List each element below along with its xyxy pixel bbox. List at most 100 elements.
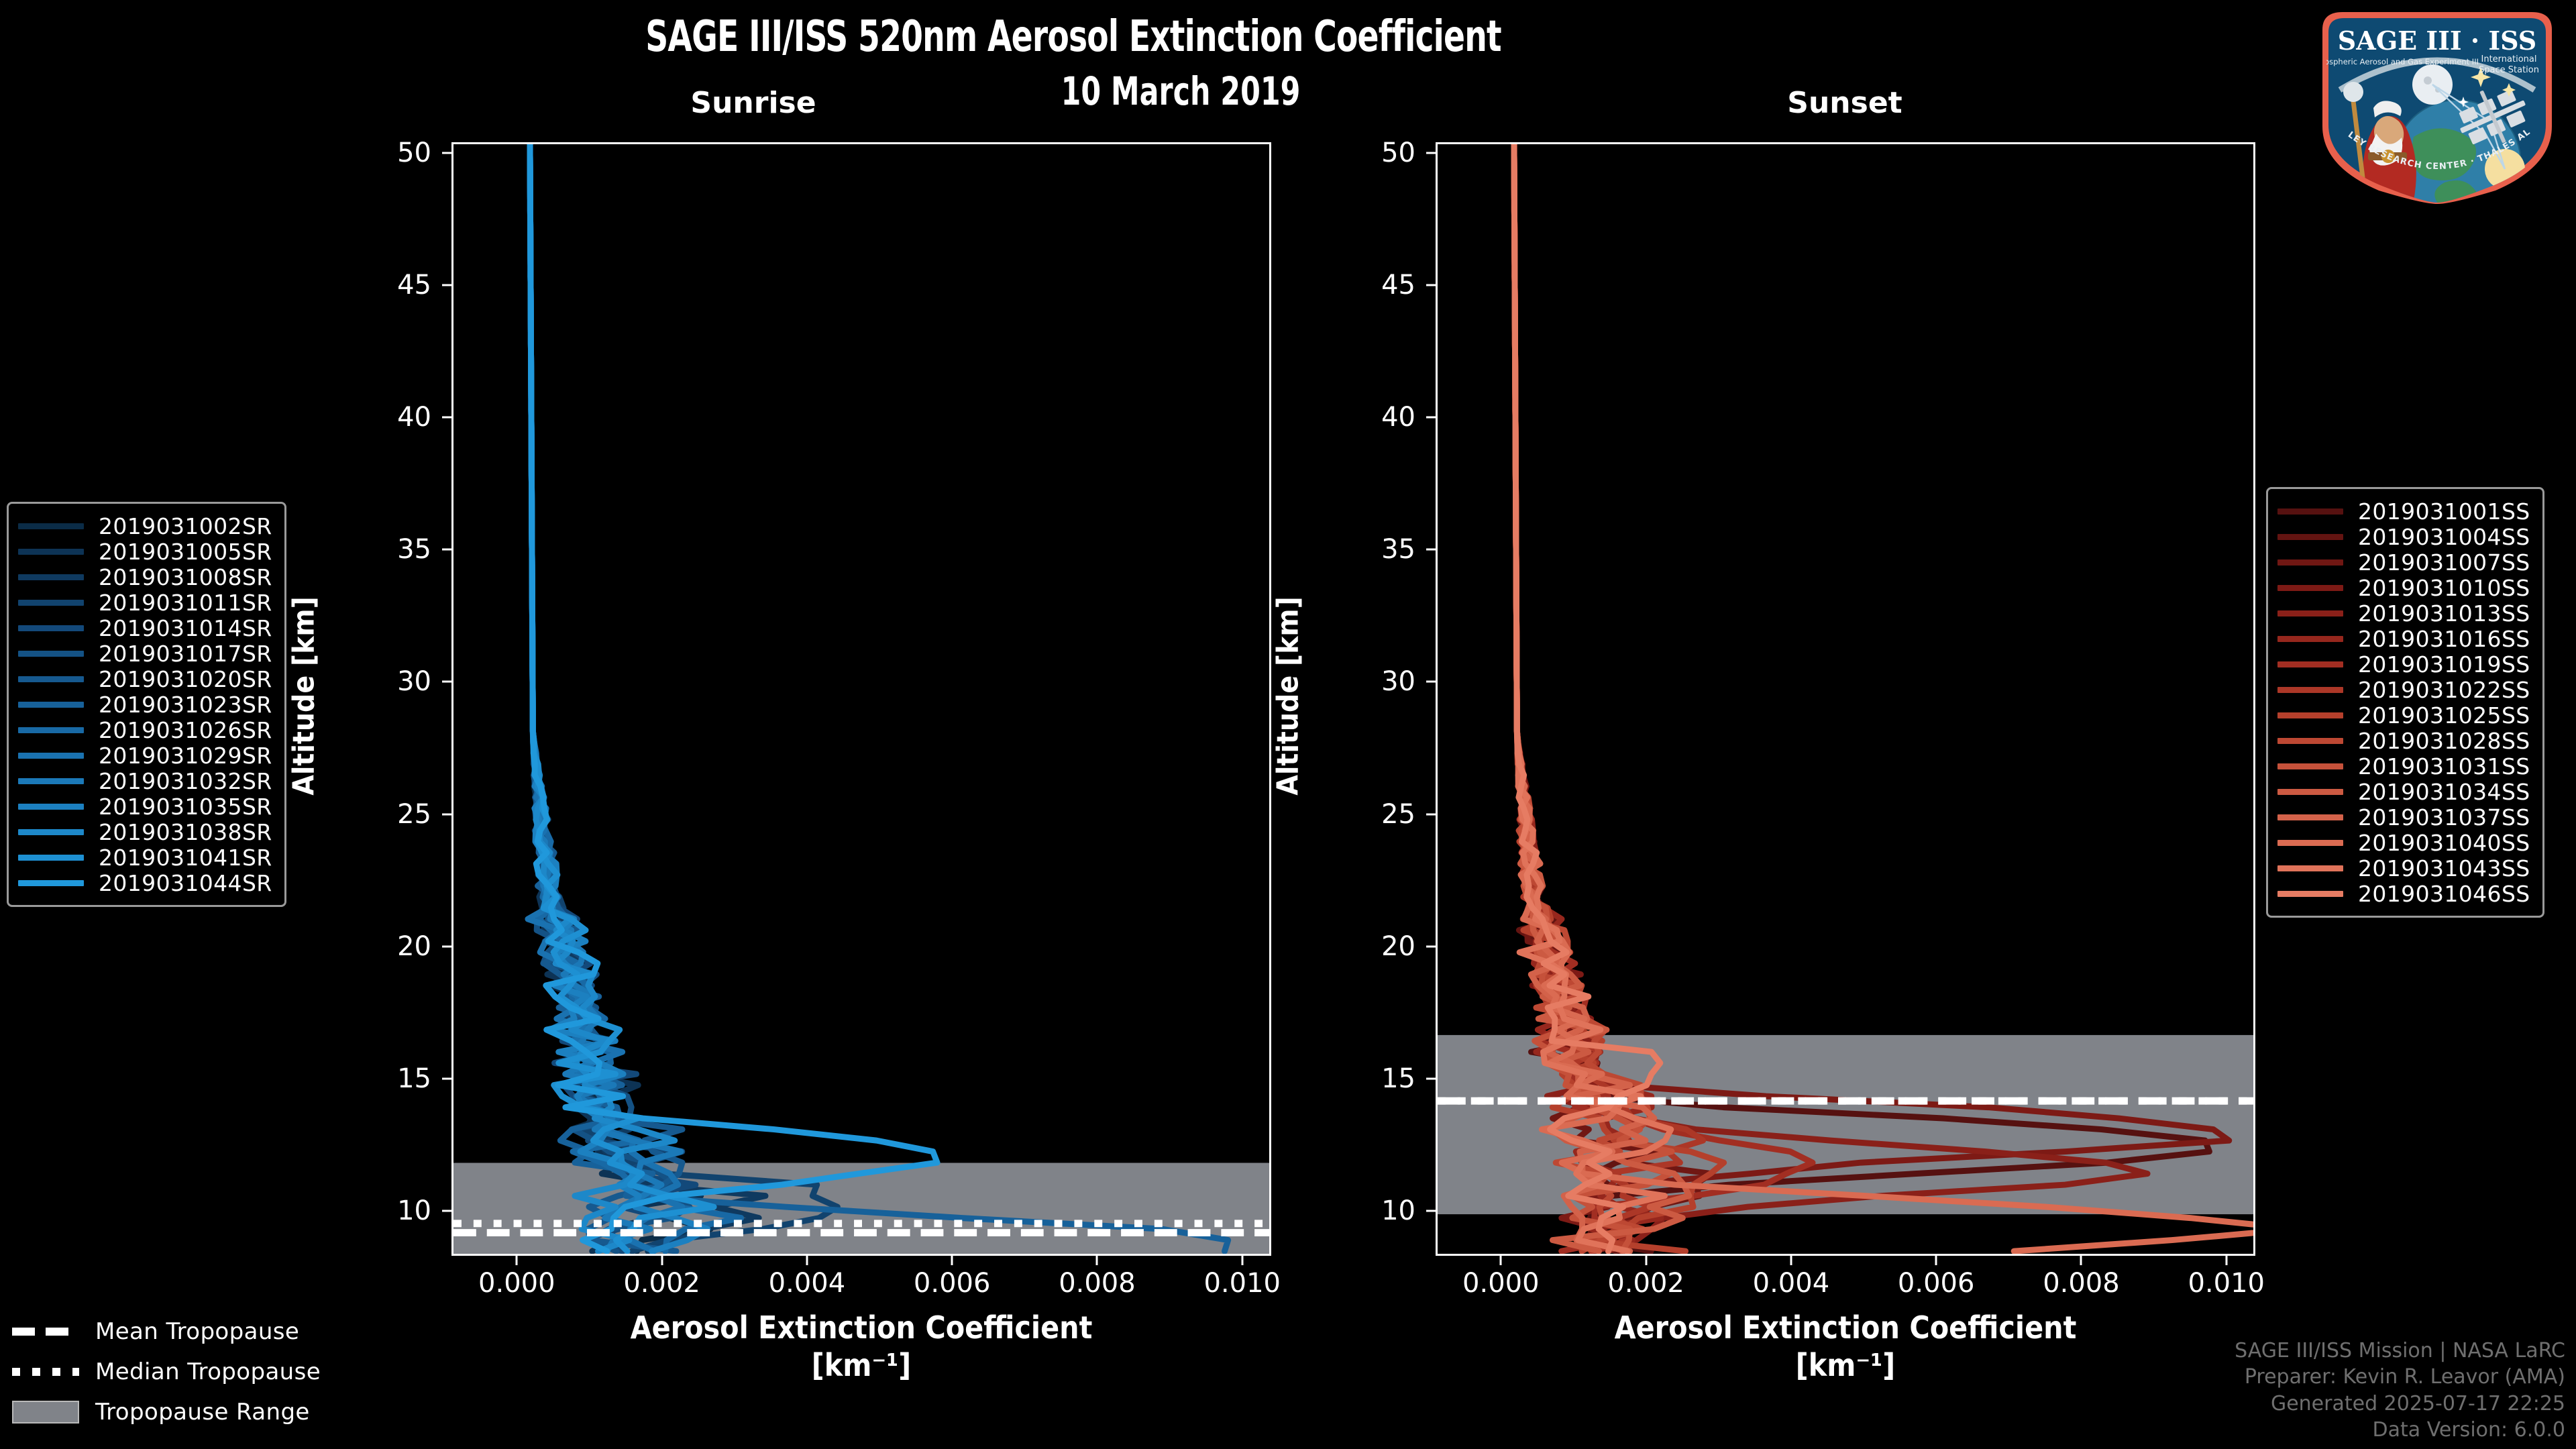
legend-item-label: 2019031025SS <box>2358 702 2530 729</box>
legend-item[interactable]: 2019031032SR <box>18 768 272 794</box>
legend-color-swatch <box>18 752 84 759</box>
legend-item[interactable]: 2019031010SS <box>2277 575 2530 601</box>
date-subtitle: 10 March 2019 <box>1061 68 1301 114</box>
legend-color-swatch <box>18 879 84 886</box>
legend-item[interactable]: 2019031035SR <box>18 793 272 820</box>
legend-item[interactable]: 2019031029SR <box>18 743 272 769</box>
y-tick-label-sunrise-30: 30 <box>397 666 431 698</box>
y-tick-mark-sunset-20 <box>1426 945 1436 948</box>
x-tick-label-sunrise-2: 0.004 <box>768 1268 846 1299</box>
x-tick-label-sunset-2: 0.004 <box>1752 1268 1830 1299</box>
legend-item[interactable]: 2019031008SR <box>18 564 272 590</box>
legend-item[interactable]: 2019031013SS <box>2277 600 2530 627</box>
y-tick-mark-sunset-45 <box>1426 284 1436 286</box>
legend-color-swatch <box>2277 839 2343 846</box>
credit-line: Generated 2025-07-17 22:25 <box>2270 1391 2565 1415</box>
legend-item[interactable]: 2019031046SS <box>2277 881 2530 907</box>
legend-item-label: 2019031038SR <box>99 818 272 845</box>
x-tick-label-sunset-1: 0.002 <box>1607 1268 1684 1299</box>
legend-item[interactable]: 2019031034SS <box>2277 779 2530 805</box>
legend-item-label: 2019031022SS <box>2358 676 2530 703</box>
y-tick-label-sunset-40: 40 <box>1381 402 1415 433</box>
x-tick-mark-sunrise-1 <box>661 1256 663 1265</box>
legend-item[interactable]: 2019031016SS <box>2277 625 2530 652</box>
legend-color-swatch <box>2277 610 2343 616</box>
legend-item[interactable]: 2019031011SR <box>18 589 272 616</box>
legend-color-swatch <box>18 625 84 631</box>
legend-item-label: 2019031011SR <box>99 589 272 616</box>
legend-item[interactable]: 2019031020SR <box>18 666 272 692</box>
credit-line: SAGE III/ISS Mission | NASA LaRC <box>2235 1338 2565 1362</box>
legend-item-label: 2019031028SS <box>2358 727 2530 754</box>
plot-area-sunset <box>1436 142 2255 1256</box>
mission-patch-icon: SAGE III · ISS Stratospheric Aerosol and… <box>2322 12 2552 204</box>
y-tick-mark-sunset-35 <box>1426 548 1436 551</box>
legend-color-swatch <box>2277 763 2343 769</box>
y-tick-mark-sunrise-40 <box>442 416 451 419</box>
x-tick-mark-sunset-3 <box>1935 1256 1937 1265</box>
tropopause-legend-item[interactable]: Mean Tropopause <box>12 1311 321 1352</box>
legend-item-label: 2019031016SS <box>2358 625 2530 652</box>
legend-color-swatch <box>2277 814 2343 820</box>
legend-color-swatch <box>18 777 84 784</box>
y-tick-label-sunset-25: 25 <box>1381 798 1415 830</box>
legend-item[interactable]: 2019031028SS <box>2277 727 2530 754</box>
legend-item[interactable]: 2019031040SS <box>2277 829 2530 856</box>
legend-item-label: 2019031035SR <box>99 793 272 820</box>
legend-item-label: 2019031001SS <box>2358 498 2530 525</box>
legend-item[interactable]: 2019031038SR <box>18 819 272 845</box>
legend-item[interactable]: 2019031037SS <box>2277 804 2530 830</box>
y-tick-mark-sunrise-45 <box>442 284 451 286</box>
tropopause-legend-item[interactable]: Tropopause Range <box>12 1392 321 1432</box>
x-tick-label-sunrise-3: 0.006 <box>913 1268 991 1299</box>
y-tick-label-sunrise-25: 25 <box>397 798 431 830</box>
legend-item[interactable]: 2019031022SS <box>2277 676 2530 703</box>
legend-item[interactable]: 2019031043SS <box>2277 855 2530 881</box>
x-tick-label-sunset-0: 0.000 <box>1462 1268 1540 1299</box>
legend-item[interactable]: 2019031031SS <box>2277 753 2530 780</box>
legend-color-swatch <box>18 701 84 708</box>
legend-item-label: 2019031040SS <box>2358 829 2530 856</box>
tropopause-range-band <box>453 1163 1269 1254</box>
legend-color-swatch <box>18 803 84 810</box>
page-title: SAGE III/ISS 520nm Aerosol Extinction Co… <box>645 12 1501 62</box>
profile-chart-sunset <box>1438 144 2253 1254</box>
y-tick-label-sunrise-35: 35 <box>397 534 431 566</box>
legend-item[interactable]: 2019031005SR <box>18 539 272 565</box>
legend-item-label: 2019031037SS <box>2358 804 2530 830</box>
x-tick-mark-sunrise-3 <box>951 1256 953 1265</box>
legend-item-label: 2019031023SR <box>99 691 272 718</box>
legend-item[interactable]: 2019031002SR <box>18 513 272 539</box>
profile-chart-sunrise <box>453 144 1269 1254</box>
legend-item-label: 2019031008SR <box>99 564 272 590</box>
legend-color-swatch <box>18 523 84 529</box>
legend-item[interactable]: 2019031025SS <box>2277 702 2530 729</box>
legend-color-swatch <box>18 650 84 657</box>
legend-item[interactable]: 2019031014SR <box>18 615 272 641</box>
legend-color-swatch <box>2277 890 2343 897</box>
legend-item[interactable]: 2019031023SR <box>18 691 272 718</box>
y-axis-title-sunrise: Altitude [km] <box>286 596 321 796</box>
legend-item[interactable]: 2019031007SS <box>2277 549 2530 576</box>
legend-item[interactable]: 2019031004SS <box>2277 524 2530 550</box>
legend-item[interactable]: 2019031017SR <box>18 641 272 667</box>
tropopause-legend-item[interactable]: Median Tropopause <box>12 1352 321 1392</box>
y-tick-mark-sunrise-50 <box>442 152 451 154</box>
legend-item-label: 2019031026SR <box>99 716 272 743</box>
legend-item[interactable]: 2019031026SR <box>18 717 272 743</box>
legend-color-swatch <box>2277 559 2343 566</box>
legend-item[interactable]: 2019031044SR <box>18 870 272 896</box>
legend-item[interactable]: 2019031019SS <box>2277 651 2530 678</box>
x-tick-mark-sunset-4 <box>2080 1256 2082 1265</box>
tropopause-legend-label: Tropopause Range <box>95 1399 310 1426</box>
legend-color-swatch <box>18 599 84 606</box>
y-tick-label-sunrise-40: 40 <box>397 402 431 433</box>
legend-item[interactable]: 2019031041SR <box>18 845 272 871</box>
y-tick-mark-sunrise-10 <box>442 1210 451 1212</box>
legend-color-swatch <box>18 676 84 682</box>
x-tick-label-sunrise-1: 0.002 <box>623 1268 700 1299</box>
legend-item[interactable]: 2019031001SS <box>2277 498 2530 525</box>
y-tick-label-sunset-45: 45 <box>1381 269 1415 301</box>
panel-subtitle-sunset: Sunset <box>1787 86 1902 120</box>
tropopause-legend-label: Median Tropopause <box>95 1358 321 1385</box>
